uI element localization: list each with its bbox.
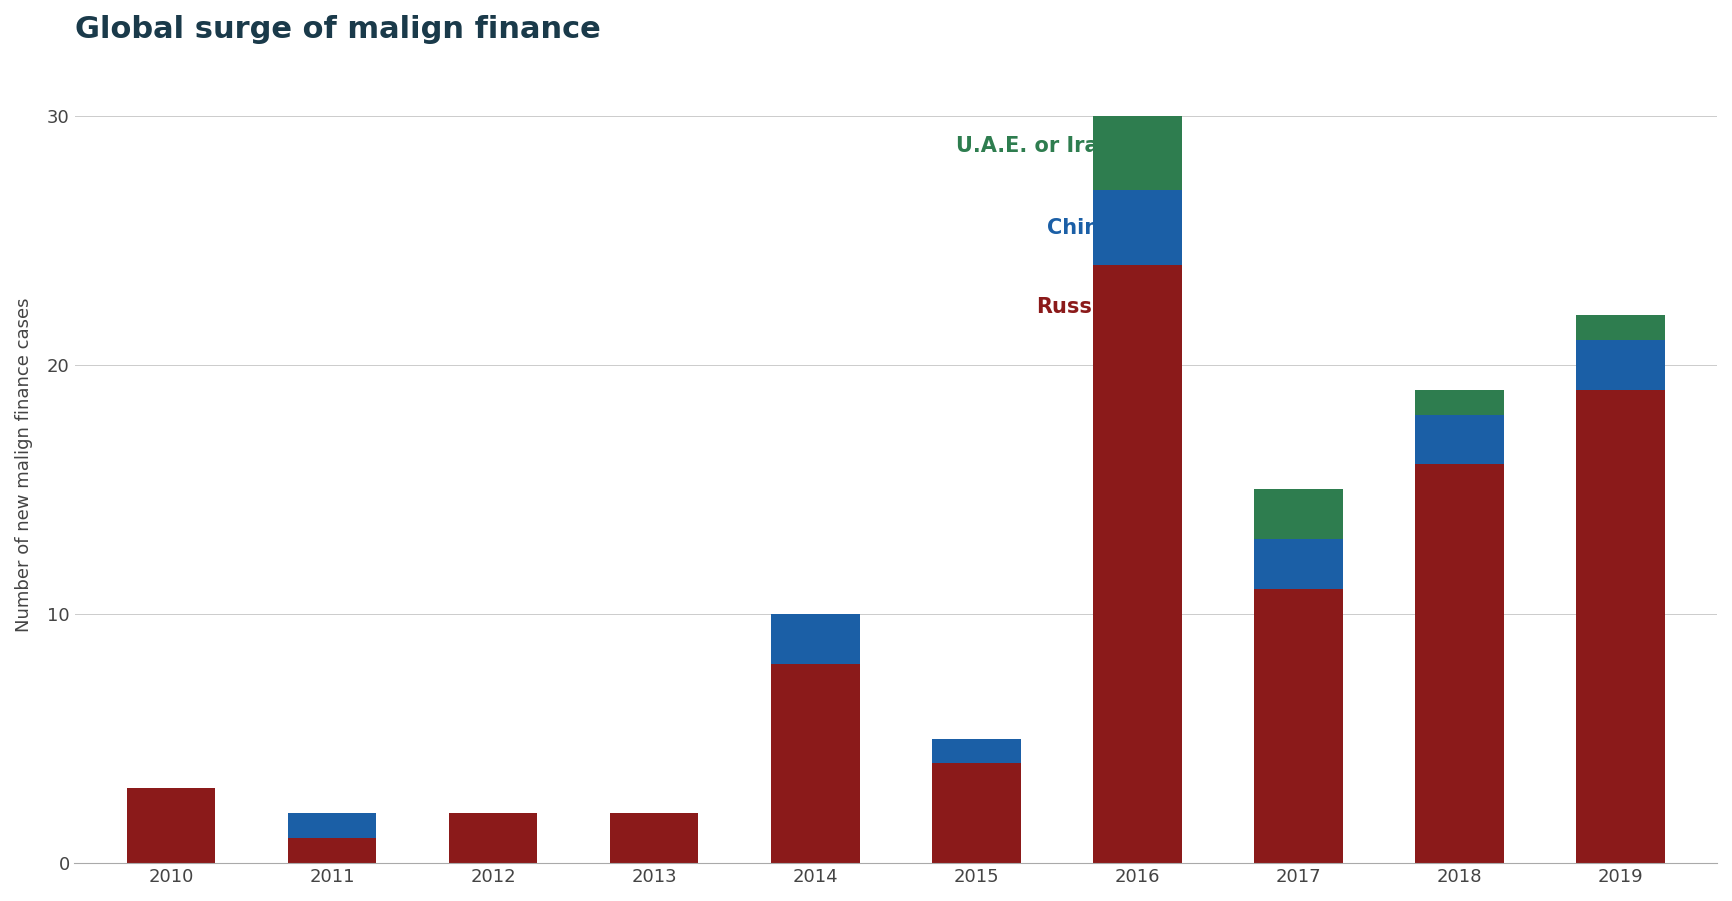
Bar: [1093, 115, 1181, 190]
Bar: [288, 838, 376, 863]
Bar: [449, 814, 537, 863]
Bar: [126, 788, 215, 863]
Bar: [771, 664, 859, 863]
Bar: [1254, 589, 1342, 863]
Bar: [1254, 539, 1342, 589]
Bar: [1576, 390, 1664, 863]
Bar: [1254, 489, 1342, 539]
Text: Russia: Russia: [1036, 297, 1114, 317]
Text: U.A.E. or Iran: U.A.E. or Iran: [956, 135, 1114, 156]
Bar: [1093, 265, 1181, 863]
Bar: [1415, 464, 1503, 863]
Text: Global surge of malign finance: Global surge of malign finance: [74, 15, 601, 44]
Bar: [1093, 190, 1181, 265]
Text: China: China: [1048, 218, 1114, 238]
Bar: [288, 814, 376, 838]
Bar: [610, 814, 698, 863]
Bar: [1415, 414, 1503, 464]
Bar: [932, 763, 1020, 863]
Bar: [771, 614, 859, 664]
Bar: [1576, 340, 1664, 390]
Y-axis label: Number of new malign finance cases: Number of new malign finance cases: [16, 297, 33, 632]
Bar: [1415, 390, 1503, 414]
Bar: [1576, 315, 1664, 340]
Bar: [932, 739, 1020, 763]
